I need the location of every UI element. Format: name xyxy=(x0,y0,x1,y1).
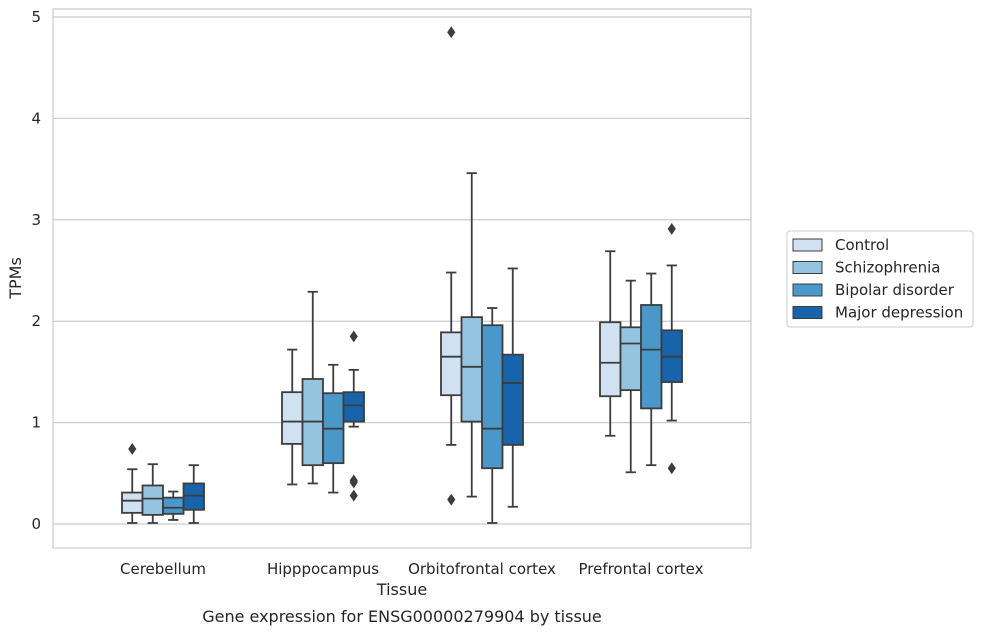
y-tick-label: 3 xyxy=(31,211,41,229)
legend: Control Schizophrenia Bipolar disorder Majo… xyxy=(786,230,974,328)
boxplots xyxy=(121,26,683,524)
x-tick-label: Cerebellum xyxy=(120,560,206,578)
box-iqr xyxy=(481,324,504,470)
box-iqr xyxy=(599,321,622,398)
x-tick-label: Hipppocampus xyxy=(267,560,379,578)
outlier-point xyxy=(447,26,456,39)
box-bipolar-disorder xyxy=(322,363,345,494)
box-iqr xyxy=(162,496,185,515)
x-axis-label: Tissue xyxy=(376,580,427,599)
y-tick-label: 1 xyxy=(31,414,41,432)
legend-swatch xyxy=(792,283,823,297)
x-axis-ticks: Cerebellum Hipppocampus Orbitofrontal cort… xyxy=(120,560,704,578)
box-control xyxy=(281,348,304,486)
legend-frame xyxy=(786,230,974,328)
outlier-point xyxy=(667,223,676,235)
box-iqr xyxy=(501,353,524,446)
legend-label: Major depression xyxy=(835,304,963,322)
outlier-point xyxy=(349,474,358,487)
outlier-point xyxy=(349,330,358,343)
box-iqr xyxy=(182,482,205,511)
box-iqr xyxy=(460,316,483,423)
y-axis-label: TPMs xyxy=(6,257,25,300)
box-bipolar-disorder xyxy=(640,272,663,467)
box-iqr xyxy=(141,484,164,516)
outlier-point xyxy=(667,462,676,475)
box-bipolar-disorder xyxy=(481,307,504,524)
outlier-point xyxy=(447,493,456,506)
y-tick-label: 4 xyxy=(31,109,41,127)
box-control xyxy=(599,250,622,437)
legend-label: Schizophrenia xyxy=(835,259,940,277)
box-iqr xyxy=(121,491,144,514)
legend-swatch xyxy=(792,261,823,274)
box-major-depression xyxy=(342,330,365,502)
chart-caption: Gene expression for ENSG00000279904 by t… xyxy=(202,607,602,626)
y-tick-label: 2 xyxy=(31,312,41,330)
box-iqr xyxy=(440,331,463,397)
outlier-point xyxy=(128,443,137,455)
legend-swatch xyxy=(792,238,823,252)
gridlines xyxy=(53,16,751,525)
outlier-point xyxy=(349,489,358,502)
box-iqr xyxy=(640,304,663,410)
box-iqr xyxy=(619,326,642,392)
box-iqr xyxy=(342,391,365,423)
box-control xyxy=(440,26,463,506)
x-tick-label: Orbitofrontal cortex xyxy=(408,560,556,578)
box-schizophrenia xyxy=(460,172,483,498)
plot-frame xyxy=(52,8,752,549)
box-schizophrenia xyxy=(141,463,164,524)
box-bipolar-disorder xyxy=(162,490,185,521)
legend-label: Control xyxy=(835,236,889,254)
box-major-depression xyxy=(501,267,524,508)
box-iqr xyxy=(281,391,304,445)
x-tick-label: Prefrontal cortex xyxy=(579,560,704,578)
legend-label: Bipolar disorder xyxy=(835,281,955,299)
y-tick-label: 5 xyxy=(31,8,41,26)
legend-swatch xyxy=(792,306,823,319)
box-schizophrenia xyxy=(301,290,324,485)
y-tick-label: 0 xyxy=(31,515,41,533)
box-schizophrenia xyxy=(619,279,642,474)
box-major-depression xyxy=(660,223,683,475)
box-control xyxy=(121,443,144,524)
y-axis-ticks: 0 1 2 3 4 5 xyxy=(31,8,41,533)
box-major-depression xyxy=(182,464,205,524)
